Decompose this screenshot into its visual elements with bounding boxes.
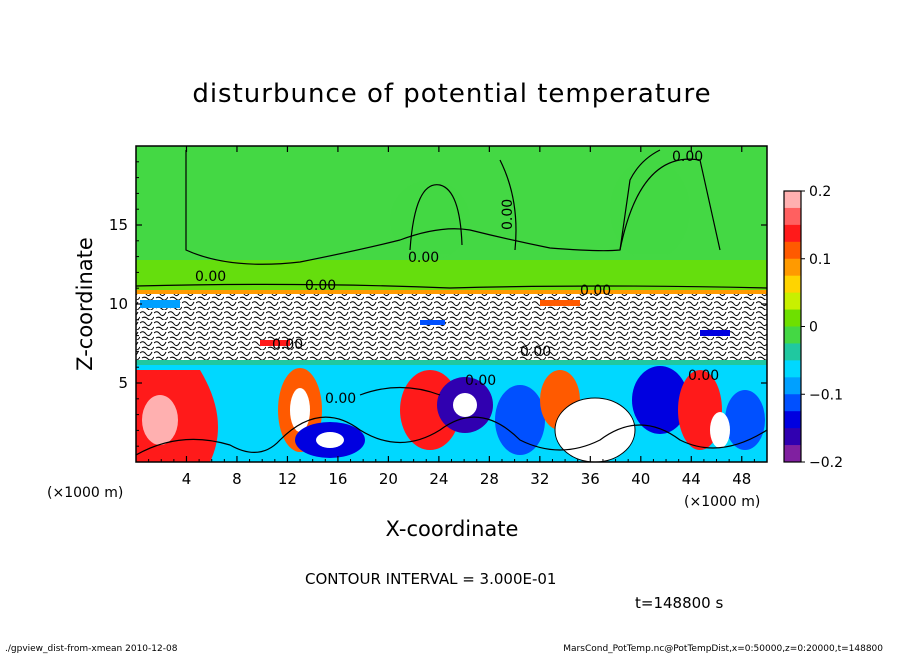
contour-label: 0.00 [195, 269, 226, 285]
x-tick-label: 12 [278, 470, 297, 488]
x-tick-label: 36 [581, 470, 600, 488]
colorbar-swatch [784, 275, 801, 294]
footer-left: ./gpview_dist-from-xmean 2010-12-08 [5, 644, 178, 654]
colorbar-swatch [784, 377, 801, 395]
colorbar-tick-label: 0 [809, 320, 818, 336]
colorbar-tick-label: −0.2 [809, 455, 843, 471]
contour-label: 0.00 [672, 149, 703, 165]
colorbar-swatch [784, 411, 801, 429]
contour-label: 0.00 [500, 199, 516, 230]
colorbar-swatch [784, 394, 801, 412]
x-tick-label: 4 [182, 470, 192, 488]
colorbar-swatch [784, 191, 801, 209]
lower-cells [136, 366, 765, 462]
y-tick-label: 15 [109, 216, 128, 234]
colorbar-swatch [784, 428, 801, 446]
contour-label: 0.00 [325, 391, 356, 407]
colorbar-tick-label: 0.1 [809, 252, 831, 268]
x-tick-label: 48 [732, 470, 751, 488]
contour-label: 0.00 [272, 337, 303, 353]
colorbar-swatch [784, 326, 801, 344]
colorbar-swatch [784, 445, 801, 463]
x-axis-unit: (×1000 m) [684, 494, 760, 510]
x-axis-label: X-coordinate [386, 517, 519, 541]
footer-right: MarsCond_PotTemp.nc@PotTempDist,x=0:5000… [563, 644, 883, 654]
upper-contours [136, 149, 767, 289]
x-tick-label: 16 [328, 470, 347, 488]
colorbar-swatch [784, 241, 801, 260]
y-axis-label: Z-coordinate [73, 237, 97, 371]
x-tick-label: 28 [480, 470, 499, 488]
contour-label: 0.00 [688, 368, 719, 384]
x-tick-label: 40 [631, 470, 650, 488]
y-axis-unit: (×1000 m) [47, 485, 123, 501]
colorbar-swatch [784, 309, 801, 327]
y-tick-label: 10 [109, 295, 128, 313]
colorbar-ticks: 0.2 0.1 0 −0.1 −0.2 [801, 184, 843, 471]
turbulent-speckles [136, 290, 767, 365]
turbulent-band [136, 290, 767, 365]
lower-contours [136, 386, 767, 456]
contour-label: 0.00 [305, 278, 336, 294]
contour-label: 0.00 [465, 373, 496, 389]
y-axis: 5 10 15 [109, 161, 767, 447]
contour-label: 0.00 [408, 250, 439, 266]
contour-interval-text: CONTOUR INTERVAL = 3.000E-01 [305, 570, 556, 588]
contour-labels: 0.00 0.00 0.00 0.00 0.00 0.00 0.00 0.00 … [195, 149, 719, 407]
x-axis: 4 8 12 16 20 24 28 32 36 40 44 48 [148, 146, 768, 488]
colorbar [783, 190, 802, 463]
x-tick-label: 8 [232, 470, 242, 488]
chart-title: disturbunce of potential temperature [192, 79, 711, 109]
colorbar-tick-label: −0.1 [809, 387, 843, 403]
plot-area: 0.00 0.00 0.00 0.00 0.00 0.00 0.00 0.00 … [136, 146, 767, 462]
x-tick-label: 32 [530, 470, 549, 488]
colorbar-swatch [784, 224, 801, 243]
contour-label: 0.00 [520, 344, 551, 360]
colorbar-swatch [784, 207, 801, 226]
time-label: t=148800 s [635, 594, 723, 612]
colorbar-swatch [784, 343, 801, 361]
colorbar-tick-label: 0.2 [809, 184, 831, 200]
colorbar-swatch [784, 292, 801, 311]
x-tick-label: 44 [682, 470, 701, 488]
colorbar-swatch [784, 360, 801, 378]
x-tick-label: 20 [379, 470, 398, 488]
x-tick-label: 24 [429, 470, 448, 488]
colorbar-swatch [784, 258, 801, 277]
contour-label: 0.00 [580, 283, 611, 299]
y-tick-label: 5 [118, 374, 128, 392]
